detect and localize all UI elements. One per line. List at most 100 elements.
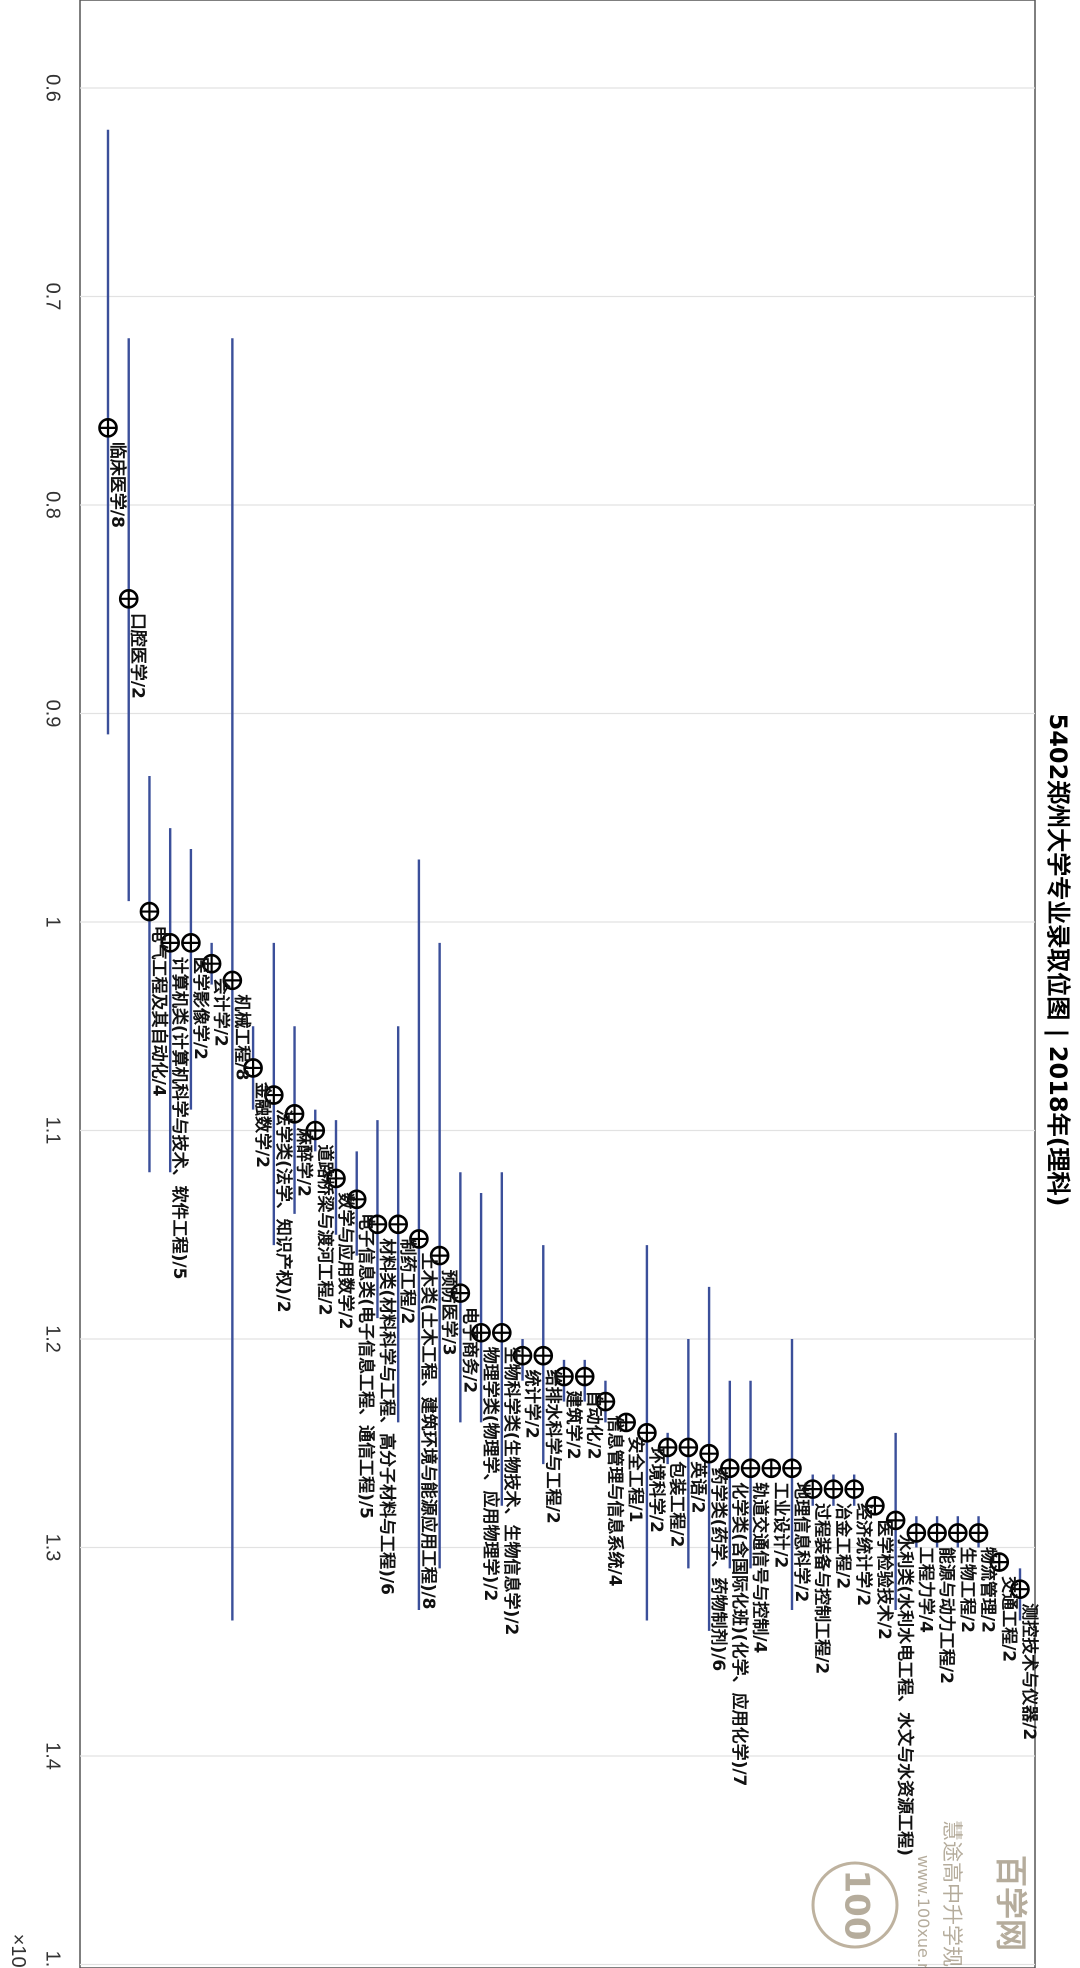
data-point (201, 953, 222, 974)
point-label: 道路桥梁与渡河工程/2 (314, 1145, 335, 1316)
point-label: 会计学/2 (211, 978, 232, 1047)
data-point (823, 1479, 844, 1499)
point-labels: 临床医学/8 口腔医学/2 电气工程及其自动化/4 计算机类(计算机科学与技术、软件工… (107, 442, 1040, 1856)
y-tick-label: 1 (42, 916, 64, 927)
watermark-logo-icon (811, 1861, 899, 1949)
data-point (160, 933, 180, 953)
data-point (450, 1283, 471, 1303)
point-label: 口腔医学/2 (128, 613, 149, 699)
point-label: 制药工程/2 (397, 1238, 418, 1324)
point-label: 计算机类(计算机科学与技术、软件工程)/5 (169, 957, 190, 1280)
point-label: 法学类(法学、知识产权)/2 (273, 1109, 294, 1313)
point-label: 物理学类(物理学、应用物理学)/2 (480, 1347, 501, 1602)
y-tick-label: 1.2 (42, 1325, 64, 1353)
point-label: 工程力学/4 (915, 1547, 936, 1633)
data-point (844, 1479, 864, 1499)
point-label: 统计学/2 (522, 1370, 543, 1439)
point-label: 轨道交通信号与控制/4 (750, 1482, 771, 1653)
data-point (492, 1322, 512, 1343)
watermark-url: www.100xue.net (914, 1855, 933, 1968)
data-point (512, 1345, 533, 1366)
watermark-subtitle: 慧途高中升学规划 (940, 1820, 964, 1968)
point-label: 预防医学/3 (439, 1270, 460, 1356)
data-point (554, 1366, 574, 1387)
y-tick-label: 1.1 (42, 1117, 64, 1145)
data-point (948, 1523, 968, 1543)
point-label: 电子商务/2 (459, 1307, 480, 1393)
point-label: 金融数学/2 (252, 1081, 273, 1168)
data-point (989, 1552, 1010, 1572)
point-label: 包装工程/2 (667, 1461, 688, 1547)
data-point (429, 1245, 450, 1266)
point-label: 交通工程/2 (998, 1576, 1019, 1662)
point-label: 临床医学/8 (107, 442, 128, 528)
point-label: 环境科学/2 (646, 1447, 667, 1533)
point-label: 工业设计/2 (770, 1482, 791, 1568)
data-points (98, 418, 1030, 1599)
point-label: 材料类(材料科学与工程、高分子材料与工程)/6 (376, 1238, 397, 1595)
watermark-logo-number: 100 (837, 1870, 877, 1941)
point-label: 物流管理/2 (978, 1547, 999, 1633)
data-point (740, 1458, 761, 1479)
y-tick-label: 1.5 (42, 1951, 64, 1968)
data-point (782, 1458, 802, 1479)
data-point (346, 1189, 367, 1210)
data-point (388, 1214, 408, 1235)
point-label: 自动化/2 (584, 1391, 605, 1460)
point-label: 水利类(水利水电工程、水文与水资源工程) (895, 1534, 916, 1856)
point-label: 生物工程/2 (957, 1547, 978, 1633)
data-point (657, 1437, 678, 1458)
data-point (533, 1345, 554, 1366)
point-label: 麻醉学/2 (294, 1127, 315, 1197)
data-point (699, 1443, 719, 1464)
data-point (139, 901, 160, 922)
point-label: 安全工程/1 (625, 1436, 646, 1522)
point-label: 药学类(药学、药物制剂)/6 (708, 1468, 729, 1672)
data-point (885, 1510, 906, 1531)
y-tick-label: 0.6 (42, 74, 64, 102)
point-label: 能源与动力工程/2 (936, 1547, 957, 1684)
data-point (471, 1322, 491, 1343)
point-label: 建筑学/2 (563, 1391, 584, 1460)
watermark-brand: 百学网 (992, 1855, 1030, 1951)
point-label: 医学检验技术/2 (874, 1520, 895, 1640)
point-label: 过程装备与控制工程/2 (812, 1503, 833, 1674)
data-point (637, 1423, 657, 1443)
point-label: 英语/2 (687, 1461, 708, 1513)
point-label: 电子信息类(电子信息工程、通信工程)/5 (356, 1213, 377, 1519)
y-tick-label: 0.9 (42, 700, 64, 728)
point-label: 测控技术与仪器/2 (1019, 1603, 1040, 1740)
axis-multiplier: ×10⁴ (7, 1934, 29, 1968)
data-point (284, 1104, 305, 1124)
data-point (678, 1437, 699, 1458)
point-label: 经济统计学/2 (853, 1503, 874, 1606)
point-label: 机械工程/8 (231, 994, 252, 1080)
y-axis-ticks: 0.6 0.7 0.8 0.9 1 1.1 1.2 1.3 1.4 1.5 (42, 74, 64, 1968)
data-point (326, 1168, 346, 1189)
chart-title: 5402郑州大学专业录取位图 | 2018年(理科) (1044, 713, 1072, 1206)
data-point (367, 1214, 388, 1235)
point-label: 生物科学类(生物技术、生物信息学)/2 (501, 1347, 522, 1636)
grid-lines (80, 87, 1035, 1966)
watermark: 100 百学网 慧途高中升学规划 www.100xue.net (811, 1820, 1030, 1968)
data-point (927, 1523, 947, 1543)
point-label: 信息管理与信息系统/4 (604, 1416, 625, 1587)
y-tick-label: 1.3 (42, 1534, 64, 1562)
data-point (118, 589, 139, 609)
data-point (222, 970, 243, 991)
data-point (865, 1496, 885, 1516)
data-point (243, 1058, 263, 1078)
data-point (802, 1479, 823, 1499)
data-point (305, 1120, 326, 1141)
data-point (968, 1523, 989, 1543)
data-point (574, 1366, 595, 1387)
point-label: 电气工程及其自动化/4 (148, 926, 169, 1097)
data-point (409, 1229, 429, 1249)
data-point (761, 1458, 782, 1479)
data-point (264, 1085, 284, 1105)
data-point (595, 1391, 616, 1412)
data-point (616, 1412, 636, 1433)
point-label: 化学类(含国际化班)(化学、应用化学)/7 (729, 1482, 750, 1786)
point-label: 医学影像学/2 (190, 957, 211, 1060)
